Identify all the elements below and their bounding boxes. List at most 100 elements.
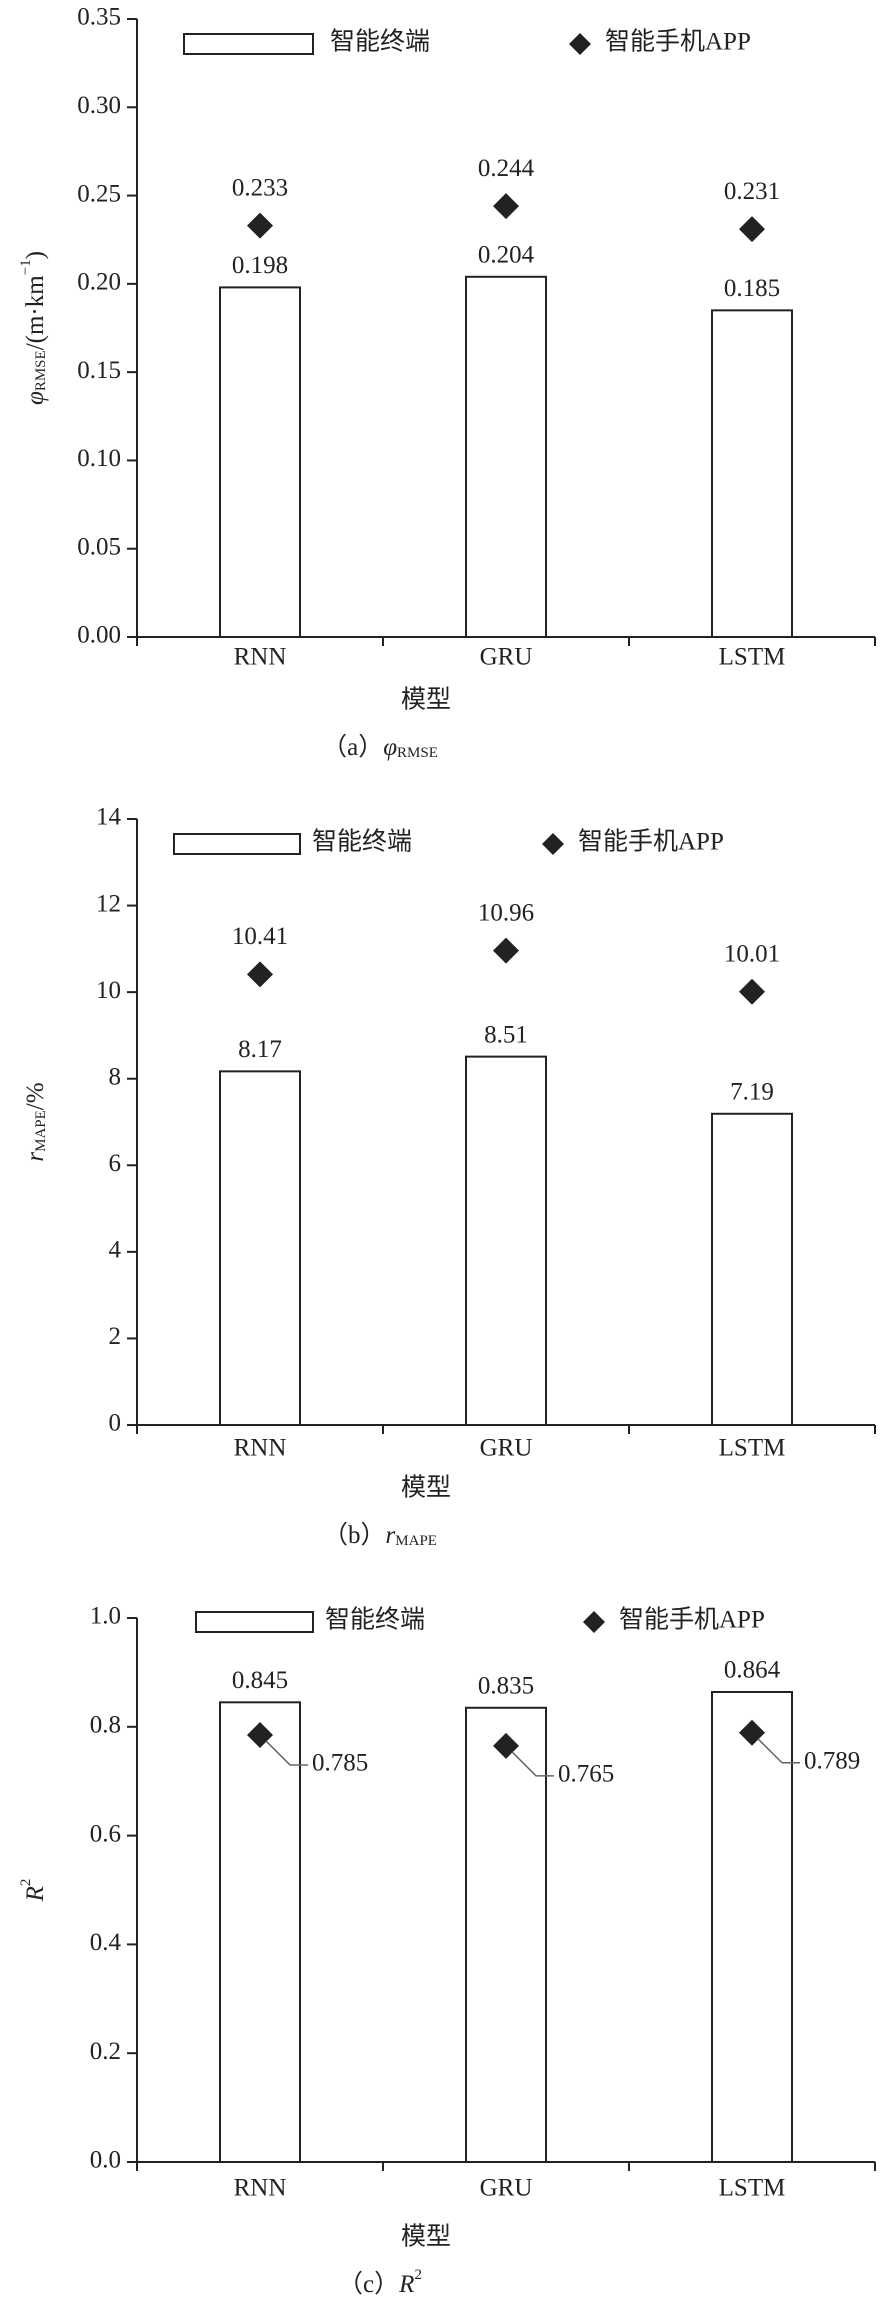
value-label: 0.765 [558,1761,614,1788]
y-tick-label: 0.0 [90,2147,121,2174]
point [493,193,519,220]
legend-swatch [183,33,314,55]
caption-part: φ [383,734,397,761]
value-label: 0.835 [478,1672,534,1699]
value-label: 0.204 [478,242,535,269]
y-tick-label: 8 [109,1063,122,1090]
legend-marker [542,833,564,855]
y-label-part: −1 [18,259,34,275]
caption-part: （a） [322,733,383,761]
y-label-part: RMSE [33,350,49,391]
y-label-part: /(m·km [22,275,49,351]
value-label: 8.17 [238,1036,282,1063]
y-tick-label: 0.8 [90,1712,121,1739]
point [247,212,273,239]
point [493,937,519,964]
caption-part: 2 [414,2267,422,2283]
value-label: 8.51 [484,1021,528,1048]
bar [465,1706,547,2163]
y-tick-label: 10 [96,977,121,1004]
y-tick-label: 0.6 [90,1820,121,1847]
point [739,216,765,243]
bar [711,309,793,638]
value-label: 0.785 [312,1750,368,1777]
value-label: 10.01 [724,940,780,967]
y-tick-label: 0.05 [77,533,121,560]
value-label: 0.233 [232,174,288,201]
caption-part: RMSE [397,745,438,761]
caption: （a）φRMSE [322,733,438,762]
x-tick-label: GRU [480,2175,533,2202]
y-tick-label: 0.20 [77,269,121,296]
y-tick-label: 2 [109,1323,122,1350]
caption: （b）rMAPE [323,1521,437,1550]
legend-marker [583,1611,605,1633]
caption: （c）R2 [338,2267,422,2297]
caption-part: （b） [323,1521,386,1549]
y-label-part: R [22,1886,49,1902]
legend-swatch [195,1611,314,1633]
y-tick-label: 6 [109,1150,122,1177]
y-tick-label: 14 [96,804,122,831]
leader-line [511,1751,554,1777]
caption-part: r [386,1522,396,1549]
value-label: 0.198 [232,252,288,279]
y-label-part: φ [22,391,49,405]
legend-marker [569,33,591,55]
y-tick-label: 0.25 [77,180,121,207]
y-tick-label: 0.35 [77,4,121,31]
y-tick-label: 0.2 [90,2038,121,2065]
y-label-part: MAPE [33,1110,49,1152]
point [247,961,273,988]
y-tick-label: 0.15 [77,357,121,384]
caption-part: MAPE [395,1533,437,1549]
y-tick-label: 0.00 [77,622,121,649]
value-label: 7.19 [730,1079,774,1106]
y-label-part: ) [22,251,49,259]
bar [711,1112,793,1427]
y-tick-label: 0 [109,1410,122,1437]
x-tick-label: LSTM [719,644,786,671]
x-tick-label: LSTM [719,2175,786,2202]
x-tick-label: LSTM [719,1435,786,1462]
leader-line [265,1740,308,1766]
y-tick-label: 1.0 [90,1603,121,1630]
value-label: 0.231 [724,178,780,205]
bar [219,286,301,638]
x-tick-label: RNN [234,1435,287,1462]
y-label-part: /% [22,1082,49,1110]
legend-label: 智能手机APP [619,1606,765,1634]
y-tick-label: 0.10 [77,445,121,472]
x-tick-label: RNN [234,644,287,671]
legend-label: 智能手机APP [605,28,751,56]
legend-swatch [173,833,301,855]
caption-part: R [398,2271,414,2298]
y-axis-label: R2 [18,1879,48,1903]
x-tick-label: GRU [480,1435,533,1462]
y-axis-label: rMAPE/% [22,1082,50,1161]
value-label: 0.789 [804,1748,860,1775]
bar [465,275,547,638]
point [739,978,765,1005]
y-tick-label: 0.30 [77,92,121,119]
bar [219,1701,301,2163]
y-tick-label: 12 [96,890,121,917]
y-tick-label: 0.4 [90,1929,122,1956]
y-label-part: 2 [18,1879,34,1887]
caption-part: （c） [338,2270,399,2298]
y-axis-label: φRMSE/(m·km−1) [18,251,49,405]
bar [219,1070,301,1426]
leader-line [757,1738,800,1764]
x-tick-label: RNN [234,2175,287,2202]
x-axis-label: 模型 [401,1474,451,1502]
value-label: 10.96 [478,899,534,926]
value-label: 0.864 [724,1657,781,1684]
bar [711,1690,793,2163]
x-tick-label: GRU [480,644,533,671]
value-label: 10.41 [232,923,288,950]
legend-label: 智能终端 [325,1606,425,1634]
x-axis-label: 模型 [401,686,451,714]
bar [465,1055,547,1426]
legend-label: 智能手机APP [578,828,724,856]
